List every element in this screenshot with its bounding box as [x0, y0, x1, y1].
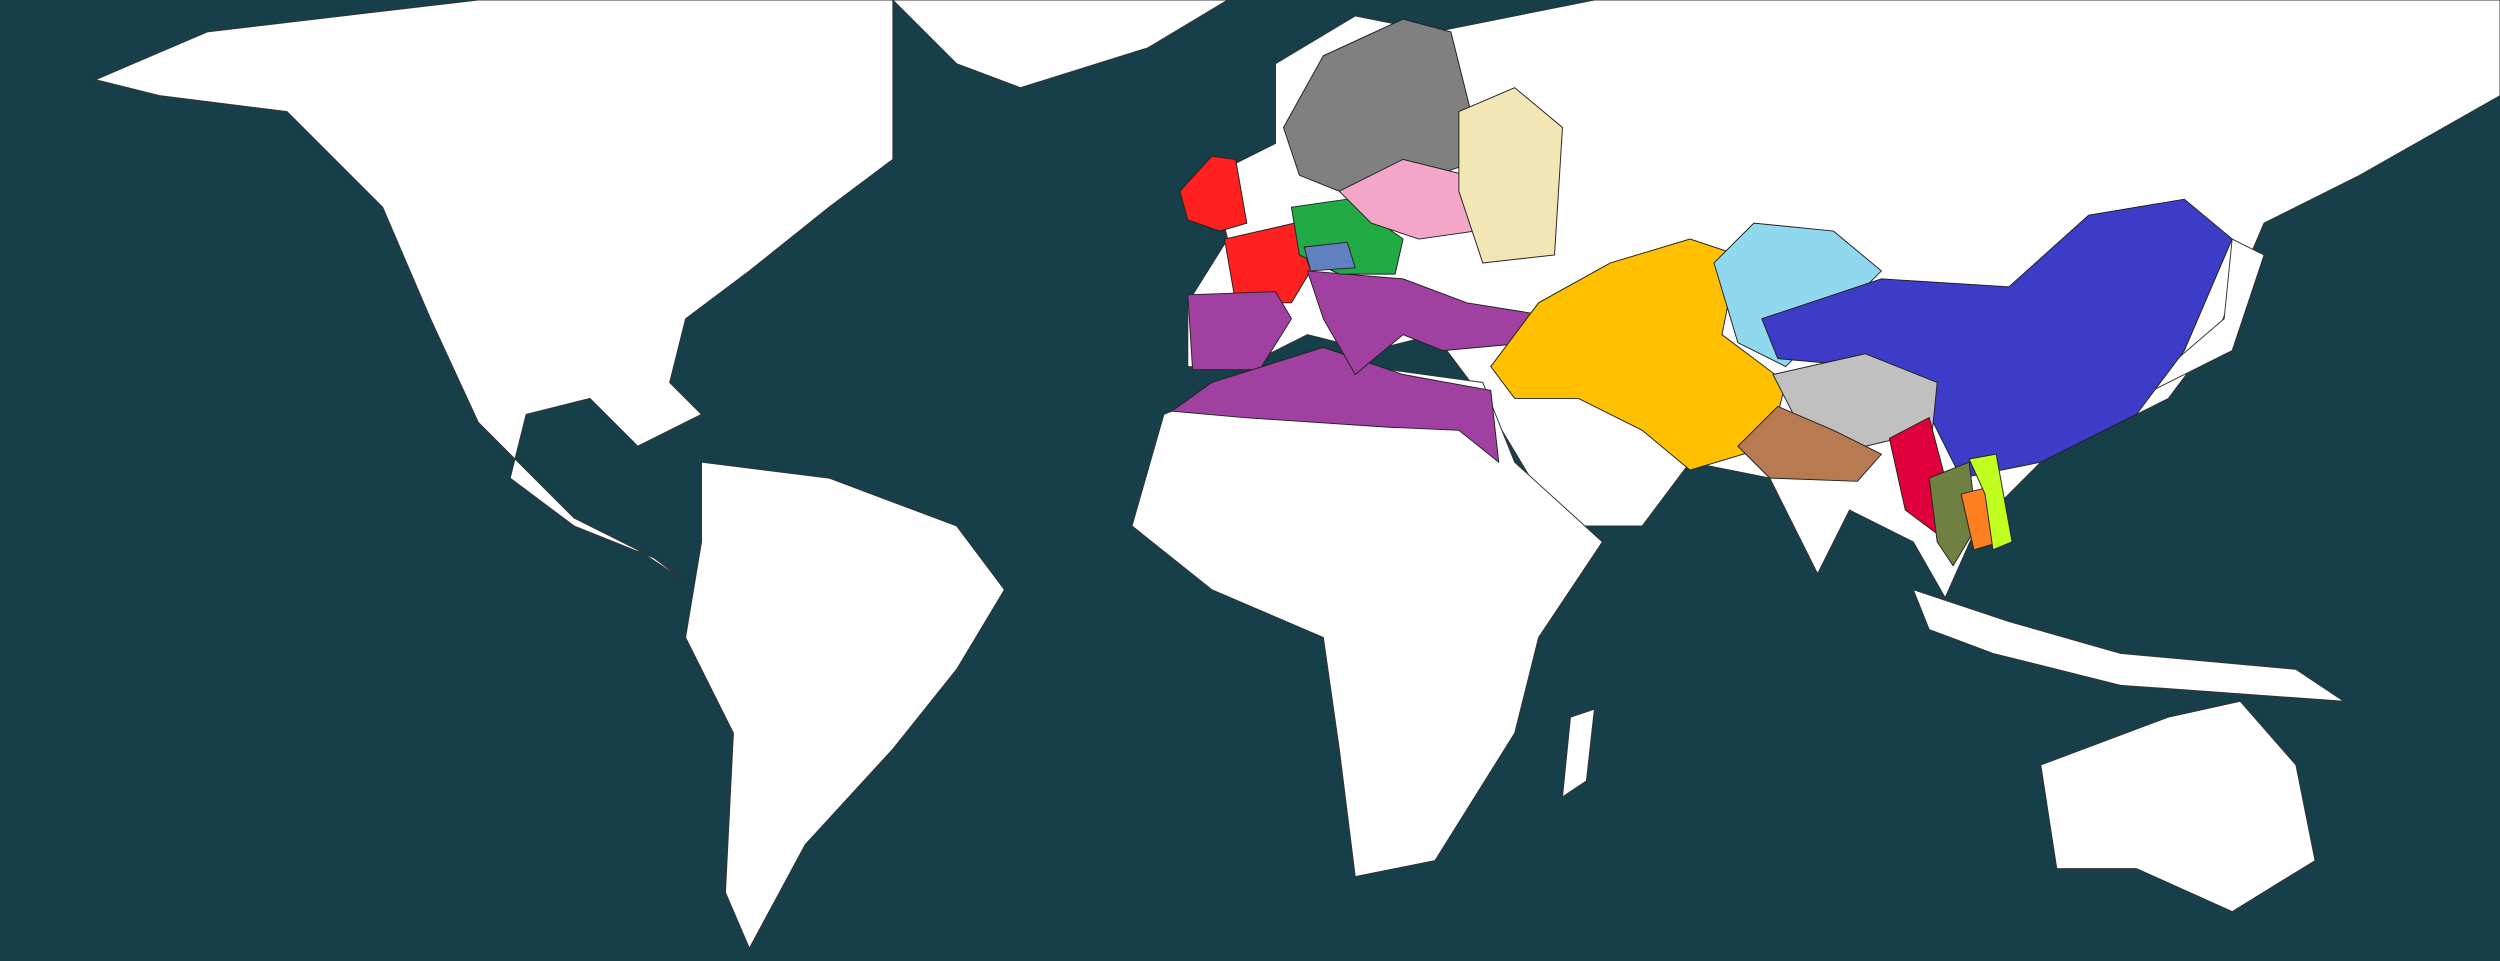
- region-north-africa[interactable]: [1170, 346, 1500, 464]
- madagascar[interactable]: [1561, 708, 1595, 798]
- region-north-india[interactable]: [1737, 405, 1883, 482]
- region-alps[interactable]: [1303, 241, 1356, 272]
- region-british-isles[interactable]: [1179, 155, 1248, 232]
- south-america[interactable]: [685, 461, 1006, 950]
- indonesia[interactable]: [1912, 588, 2346, 702]
- greenland[interactable]: [892, 0, 1229, 89]
- region-france[interactable]: [1223, 222, 1312, 304]
- faction-regions: [1170, 18, 2233, 567]
- region-italy-balkans[interactable]: [1306, 270, 1548, 376]
- australia[interactable]: [2040, 700, 2316, 913]
- region-vietnam[interactable]: [1968, 453, 2013, 551]
- region-iberia[interactable]: [1187, 291, 1293, 371]
- region-siam[interactable]: [1928, 461, 1978, 567]
- north-america[interactable]: [94, 0, 894, 583]
- region-west-russia[interactable]: [1458, 87, 1563, 264]
